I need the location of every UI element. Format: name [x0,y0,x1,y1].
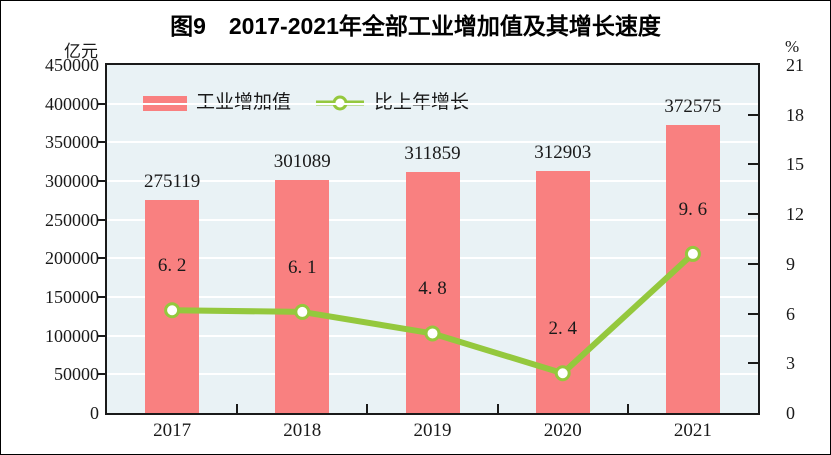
x-axis-label-2018: 2018 [283,420,322,441]
right-axis-tick [748,362,758,365]
growth-value-label: 2. 4 [548,318,577,340]
left-axis-tick [97,373,107,376]
right-axis-tick [748,113,758,116]
line-marker [684,245,701,262]
left-axis-tick-label: 250000 [45,209,99,230]
left-axis-tick-label: 350000 [45,132,99,153]
right-axis-tick [748,262,758,265]
gridline [107,141,758,144]
right-axis-tick-label: 6 [786,303,795,324]
line-marker [554,365,571,382]
left-axis-tick-label: 400000 [45,93,99,114]
bar-2019 [405,171,460,413]
x-axis-label-2021: 2021 [673,420,712,441]
chart-title: 图9 2017-2021年全部工业增加值及其增长速度 [170,13,661,39]
x-axis-tick [496,404,499,413]
legend-label: 比上年增长 [374,92,470,113]
x-axis-tick [626,404,629,413]
left-axis-tick-label: 150000 [45,287,99,307]
right-axis-tick-label: 15 [786,154,804,175]
x-axis-label-2019: 2019 [413,420,452,441]
line-marker [164,302,181,319]
left-axis-tick [97,334,107,337]
plot-area: 工业增加值 比上年增长 275119 301089 311859 312903 37257… [45,55,804,441]
growth-line [172,251,695,377]
gridline [107,102,758,105]
growth-value-label: 6. 1 [288,256,317,278]
bar-value-label: 372575 [664,95,722,117]
left-axis-tick-label: 100000 [45,325,99,346]
left-axis-tick [97,218,107,221]
growth-value-label: 4. 8 [418,278,447,300]
right-axis-tick-label: 0 [786,403,795,423]
right-axis-tick-label: 21 [786,55,804,75]
right-axis-tick [748,163,758,166]
growth-line-chart [164,245,701,382]
bar-value-label: 312903 [534,142,592,164]
right-axis-tick [748,312,758,315]
x-axis-tick [366,404,369,413]
left-axis-tick [97,180,107,182]
growth-value-label: 9. 6 [678,198,708,220]
x-axis-label-2020: 2020 [543,420,582,441]
left-axis-tick [97,141,107,144]
left-axis-tick-label: 0 [90,403,99,423]
left-axis-tick [97,102,107,105]
growth-value-label: 6. 2 [157,255,187,277]
left-axis-tick-label: 450000 [45,55,99,75]
bar-2018 [275,180,330,413]
right-axis-tick-label: 9 [786,253,795,274]
left-axis-tick [97,296,107,298]
right-axis-tick-label: 12 [786,204,804,225]
line-marker [294,303,311,320]
right-axis-tick-label: 18 [786,104,804,125]
x-axis-label-2017: 2017 [153,420,192,441]
legend-label: 工业增加值 [196,92,292,113]
left-axis-tick-label: 50000 [54,364,99,385]
line-marker [424,325,441,342]
x-axis-tick [236,404,239,413]
bar-value-label: 301089 [273,151,331,173]
right-axis-tick [748,213,758,216]
bar-value-label: 275119 [143,171,201,193]
left-axis-tick [97,257,107,260]
left-axis-tick-label: 200000 [45,248,99,269]
right-axis-unit: % [785,37,800,56]
left-axis-unit: 亿元 [64,42,98,61]
left-axis-tick-label: 300000 [45,171,99,191]
bar-value-label: 311859 [404,142,461,164]
right-axis-tick-label: 3 [786,353,795,374]
